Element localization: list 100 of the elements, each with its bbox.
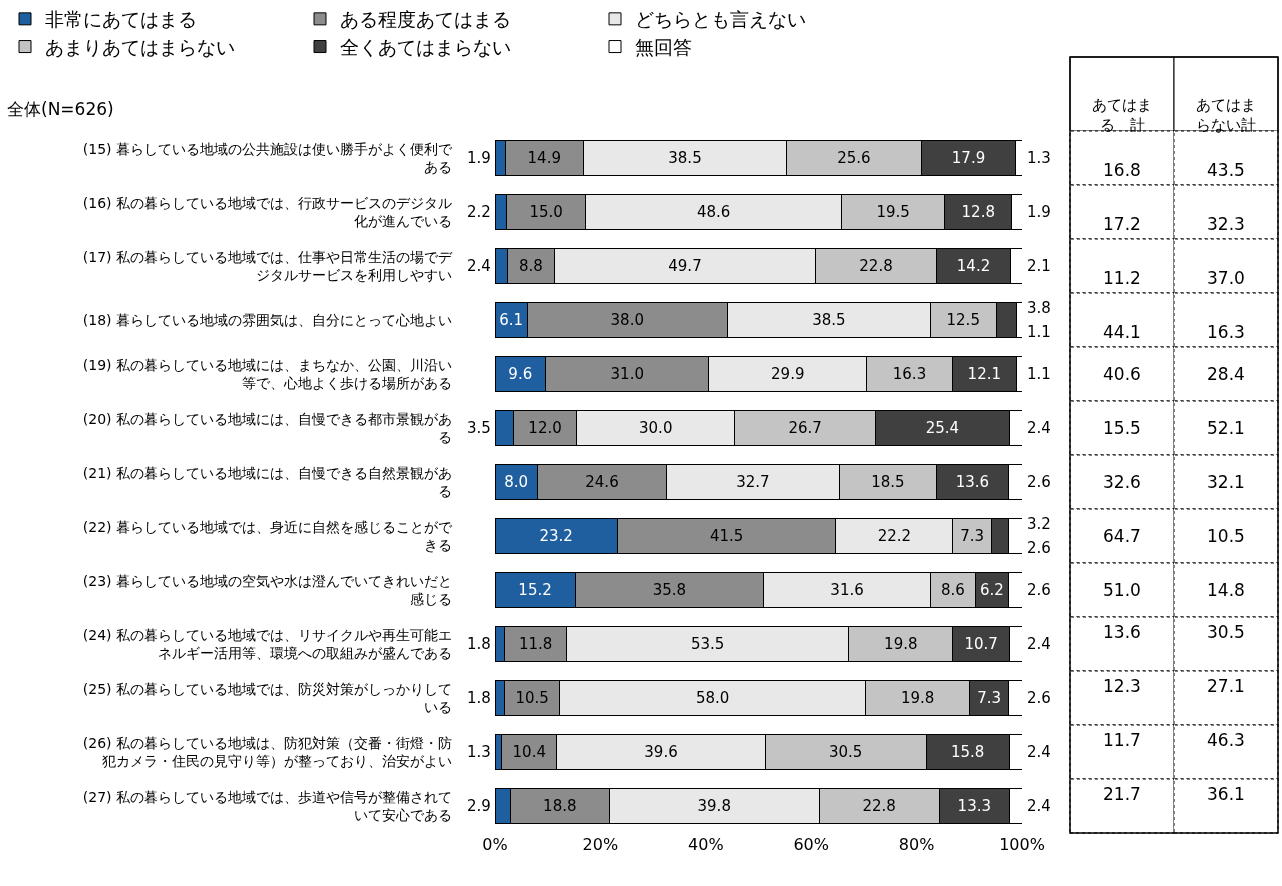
data-label: 38.5 [812,311,846,329]
data-label: 48.6 [697,203,731,221]
data-label: 12.3 [1103,676,1141,696]
data-label: 21.7 [1103,784,1141,804]
data-label: 13.6 [955,473,990,491]
data-label: 1.1 [1027,365,1051,383]
data-label: 27.1 [1207,676,1245,696]
data-label: 35.8 [652,581,687,599]
data-label: 1.8 [467,689,491,707]
data-label: 53.5 [690,635,725,653]
data-label: 58.0 [695,689,730,707]
data-label: 32.1 [1207,472,1245,492]
y-tick-label: (19) 私の暮らしている地域には、まちなか、公園、川沿い等で、心地よく歩ける場所がある [82,356,452,391]
data-label: 15.0 [529,203,563,221]
data-label: 22.2 [877,527,912,545]
data-label: 51.0 [1103,580,1141,600]
data-label: 11.8 [518,635,553,653]
data-label: 31.0 [610,365,644,383]
data-label: 17.2 [1103,214,1141,234]
data-label: 12.5 [946,311,980,329]
data-label: 31.6 [830,581,864,599]
data-label: 7.3 [977,689,1001,707]
data-label: 2.6 [1027,689,1051,707]
data-label: 36.1 [1207,784,1245,804]
data-label: 16.3 [892,365,927,383]
data-label: 8.0 [504,473,529,491]
data-label: 22.8 [862,797,896,815]
data-label: 7.3 [960,527,985,545]
data-label: 6.1 [499,311,523,329]
data-label: 12.1 [967,365,1002,383]
y-tick-label: (27) 私の暮らしている地域では、歩道や信号が整備されていて安心である [82,788,452,823]
y-tick-label: (24) 私の暮らしている地域では、リサイクルや再生可能エネルギー活用等、環境への取組みが盛んである [82,626,452,661]
data-label: 15.8 [951,743,985,761]
data-label: 38.5 [668,149,702,167]
data-label: 38.0 [610,311,644,329]
x-tick-label: 60% [793,835,829,854]
data-label: 39.6 [644,743,678,761]
data-label: 1.9 [467,149,491,167]
data-label: 10.7 [964,635,998,653]
data-label: 46.3 [1207,730,1245,750]
data-label: 19.8 [900,689,935,707]
data-label: 28.4 [1207,364,1245,384]
data-label: 2.2 [467,203,491,221]
data-label: 9.6 [508,365,533,383]
data-label: 2.4 [1027,797,1051,815]
data-label: 13.3 [957,797,992,815]
x-tick-label: 20% [582,835,619,854]
data-label: 14.9 [527,149,561,167]
y-tick-label: (17) 私の暮らしている地域では、仕事や日常生活の場でデジタルサービスを利用しやすい [82,248,453,283]
data-label: 30.5 [829,743,863,761]
data-label: 19.5 [876,203,910,221]
data-label: 25.6 [837,149,871,167]
data-label: 1.3 [467,743,491,761]
y-tick-label: (15) 暮らしている地域の公共施設は使い勝手がよく便利である [82,140,453,175]
data-label: 32.6 [1103,472,1141,492]
data-label: 18.8 [543,797,577,815]
data-label: 2.4 [467,257,491,275]
legend-label: ある程度あてはまる [340,8,511,31]
data-label: 2.4 [1027,419,1051,437]
data-label: 10.4 [512,743,546,761]
data-label: 16.8 [1103,160,1141,180]
data-label: 64.7 [1103,526,1141,546]
data-label: 32.7 [736,473,770,491]
data-label: 24.6 [585,473,619,491]
data-label: 49.7 [668,257,702,275]
data-label: 19.8 [884,635,918,653]
x-tick-label: 0% [482,835,508,854]
x-tick-label: 100% [999,835,1045,854]
data-label: 26.7 [788,419,822,437]
data-label: 3.8 [1027,299,1051,317]
data-label: 14.2 [956,257,991,275]
data-label: 6.2 [980,581,1004,599]
y-tick-label: (22) 暮らしている地域では、身近に自然を感じることができる [82,518,453,553]
data-label: 16.3 [1207,322,1245,342]
text: 全体(N=626) [7,99,114,119]
data-label: 30.5 [1207,622,1245,642]
data-label: 52.1 [1207,418,1245,438]
data-label: 10.5 [1207,526,1245,546]
data-label: 17.9 [951,149,986,167]
data-label: 41.5 [709,527,744,545]
legend-label: あまりあてはまらない [45,35,235,58]
x-tick-label: あてはまる 計 [1092,96,1152,134]
x-tick-label: あてはまらない計 [1196,96,1256,134]
data-label: 37.0 [1207,268,1245,288]
data-label: 44.1 [1103,322,1141,342]
legend-label: 非常にあてはまる [45,8,197,31]
data-label: 12.8 [961,203,995,221]
data-label: 8.6 [941,581,965,599]
data-label: 32.3 [1207,214,1245,234]
data-label: 3.5 [467,419,491,437]
x-tick-label: 40% [688,835,724,854]
data-label: 2.4 [1027,743,1051,761]
y-tick-label: (25) 私の暮らしている地域では、防災対策がしっかりしている [82,680,452,715]
data-label: 1.3 [1027,149,1051,167]
y-tick-label: (20) 私の暮らしている地域には、自慢できる都市景観がある [82,410,452,445]
data-label: 15.2 [518,581,552,599]
data-label: 2.9 [467,797,491,815]
data-label: 15.5 [1103,418,1141,438]
y-tick-label: (23) 暮らしている地域の空気や水は澄んでいてきれいだと感じる [82,572,452,607]
data-label: 2.6 [1027,581,1051,599]
